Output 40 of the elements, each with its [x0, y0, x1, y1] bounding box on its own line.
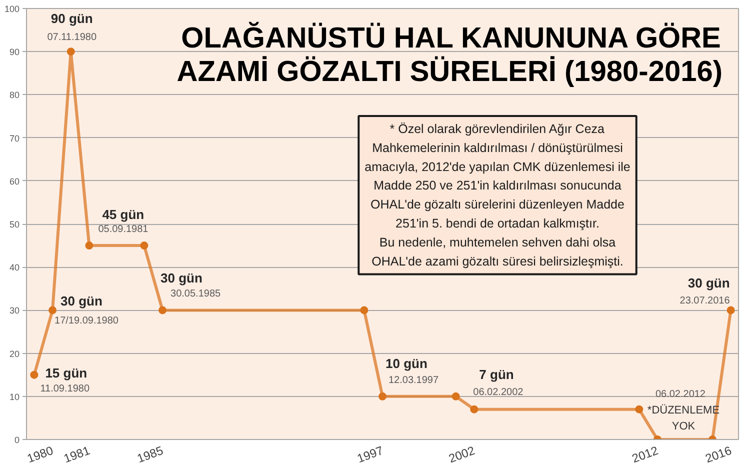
x-tick-label: 1980 — [25, 443, 56, 466]
y-tick-label: 0 — [14, 435, 20, 445]
point — [66, 48, 75, 56]
y-tick-label: 40 — [9, 262, 20, 273]
y-tick-label: 30 — [9, 306, 20, 316]
data-label: 30 gün 17/19.09.1980 — [54, 294, 119, 327]
x-tick-label: 2002 — [446, 443, 478, 466]
x-tick-label: 2012 — [630, 443, 660, 466]
x-tick-label: 1985 — [135, 443, 166, 466]
data-label: 15 gün 11.09.1980 — [40, 365, 90, 394]
point — [726, 306, 735, 314]
y-tick-label: 50 — [9, 220, 20, 230]
point — [635, 405, 644, 414]
data-label: 30 gün 30.05.1985 — [160, 270, 222, 300]
y-tick-label: 20 — [9, 348, 20, 359]
point — [85, 242, 94, 250]
point — [360, 306, 368, 314]
point — [158, 306, 167, 314]
x-tick-label: 1981 — [62, 443, 92, 466]
y-tick-label: 60 — [9, 176, 20, 186]
point — [452, 392, 460, 400]
point — [140, 242, 148, 250]
x-tick-label: 1997 — [355, 443, 386, 466]
y-tick-label: 100 — [4, 4, 20, 14]
data-label: 45 gün 05.09.1981 — [98, 207, 149, 236]
point — [48, 306, 57, 314]
data-label: 90 gün 07.11.1980 — [47, 11, 97, 44]
annotation: * Özel olarak görevlendirilen Ağır Ceza Mahkemelerinin kaldırılması / dönüştürülmesi amacıyla, 2012'de yapılan CMK düzenlemesi ile Madde 250 ve 251'in kaldırılması sonucunda OHAL'de gözaltı sürelerini düzenleyen Madde 251'in 5. bendi de ortadan kalkmıştır. Bu nedenle, muhtemelen sehven dahi olsa OHAL'de azami gözaltı süresi belirsizleşmişti. — [364, 122, 630, 268]
point — [378, 392, 386, 400]
data-label: 7 gün 06.02.2002 — [473, 366, 524, 398]
x-tick-label: 2016 — [703, 443, 734, 466]
text: OLAĞANÜSTÜ HAL KANUNUNA GÖRE AZAMİ GÖZALTI SÜRELERİ (1980-2016) — [176, 21, 722, 88]
y-tick-label: 80 — [9, 90, 20, 100]
y-tick-label: 70 — [9, 133, 20, 144]
point — [30, 370, 38, 379]
point — [470, 405, 478, 414]
y-tick-label: 10 — [9, 392, 20, 402]
data-label: 30 gün 23.07.2016 — [680, 276, 730, 307]
data-label: 10 gün 12.03.1997 — [386, 356, 439, 386]
y-tick-label: 90 — [9, 47, 20, 58]
